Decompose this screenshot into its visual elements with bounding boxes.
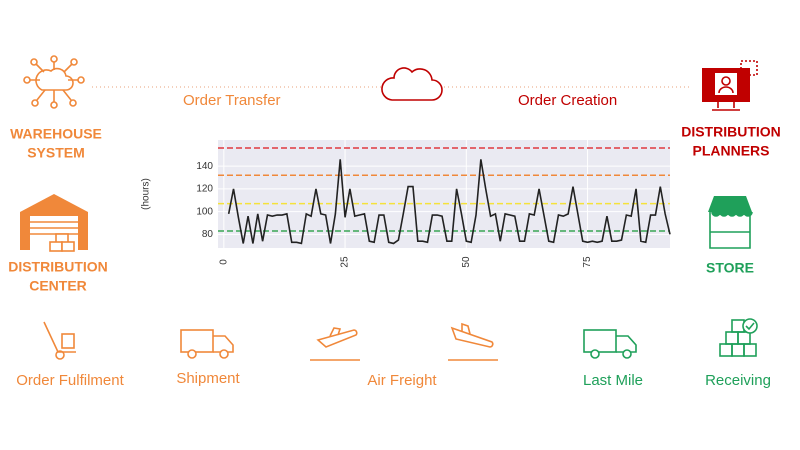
monitor-icon: [702, 60, 758, 111]
chart: 80 100 120 140 0 25 50 75 (hours): [141, 140, 671, 268]
y-tick-label: 140: [196, 161, 213, 172]
store-icon: [708, 196, 753, 249]
distribution-center: CENTER: [29, 278, 87, 294]
hand-truck-icon: [43, 321, 76, 360]
warehouse-system: WAREHOUSE: [10, 126, 102, 142]
cloud-icon: [381, 67, 443, 101]
order-transfer: Order Transfer: [183, 92, 281, 109]
x-tick-label: 75: [582, 256, 593, 268]
x-tick-label: 50: [461, 256, 472, 268]
y-axis-label: (hours): [141, 178, 152, 210]
y-tick-label: 120: [196, 184, 213, 195]
distribution-planners: PLANNERS: [692, 143, 769, 159]
step-label: Air Freight: [367, 372, 437, 389]
step-label: Shipment: [176, 370, 240, 387]
order-creation: Order Creation: [518, 92, 617, 109]
x-tick-label: 0: [218, 259, 229, 265]
step-label: Order Fulfilment: [16, 372, 124, 389]
distribution-center: DISTRIBUTION: [8, 259, 108, 275]
plot-area: [218, 140, 670, 248]
data-line: [227, 159, 671, 245]
distribution-planners: DISTRIBUTION: [681, 124, 781, 140]
truck-icon: [180, 329, 234, 359]
y-tick-label: 100: [196, 206, 213, 217]
network-icon: [23, 55, 85, 109]
warehouse-icon: [20, 194, 88, 252]
plane-takeoff-icon: [310, 327, 360, 361]
warehouse-system: SYSTEM: [27, 145, 85, 161]
step-label: Receiving: [705, 372, 771, 389]
step-label: Last Mile: [583, 372, 643, 389]
store: STORE: [706, 260, 754, 276]
boxes-icon: [719, 318, 758, 357]
x-tick-label: 25: [340, 256, 351, 268]
truck-green-icon: [583, 329, 637, 359]
plane-landing-icon: [448, 322, 498, 361]
y-tick-label: 80: [202, 229, 214, 240]
